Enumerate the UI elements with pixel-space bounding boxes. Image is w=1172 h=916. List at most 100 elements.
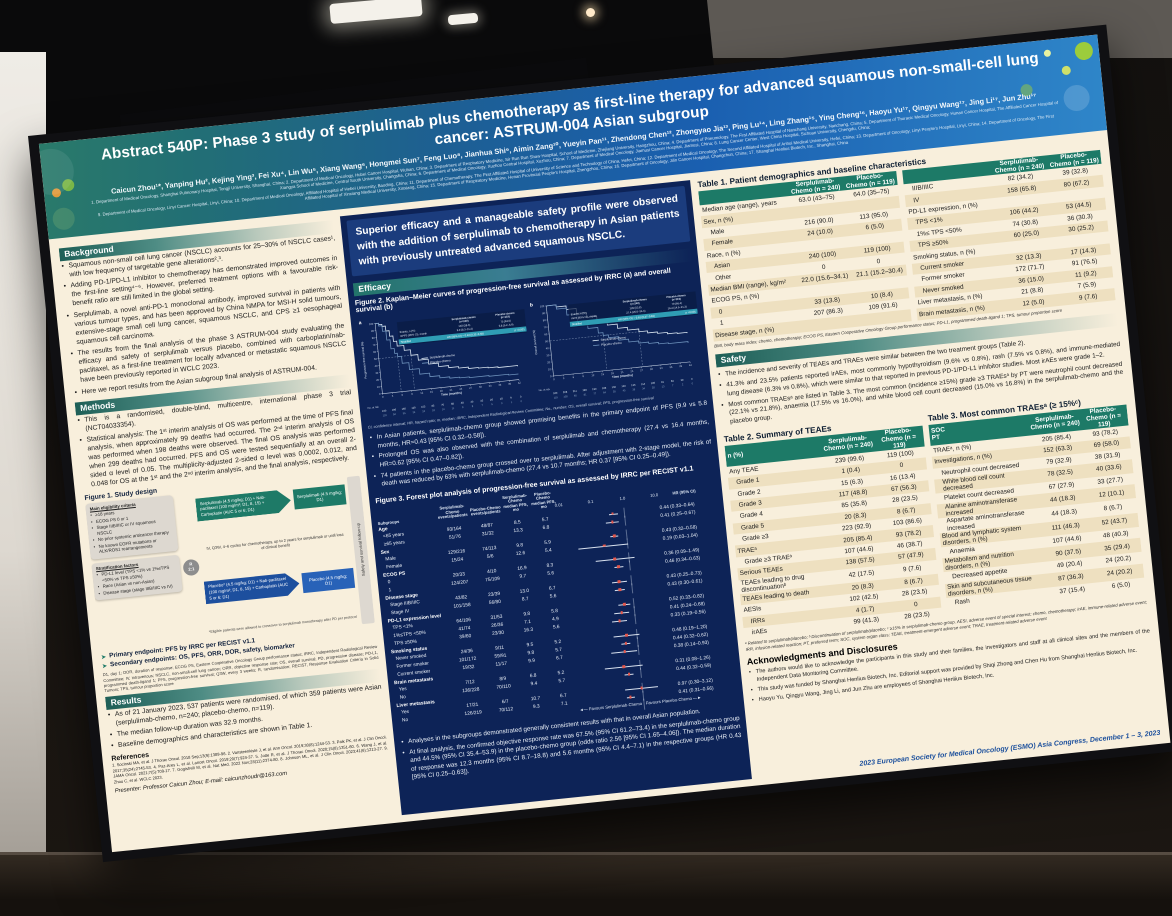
svg-text:140: 140 bbox=[621, 385, 626, 388]
svg-text:Events, n (%): Events, n (%) bbox=[571, 311, 587, 317]
svg-text:125: 125 bbox=[631, 384, 636, 387]
cell-value bbox=[802, 321, 858, 327]
km-panels: a 0 10 20 30 40 50 60 70 80 90 100 0 3 6 9 12 15 18 21 24 27 3… bbox=[356, 282, 705, 424]
forest-cell: 23/30 bbox=[491, 630, 505, 637]
svg-text:228: 228 bbox=[563, 391, 568, 394]
svg-text:129 (53.8): 129 (53.8) bbox=[629, 305, 641, 310]
spacer bbox=[492, 717, 523, 720]
svg-text:HR (95% CI) = 0.43 (0.32–0.58): HR (95% CI) = 0.43 (0.32–0.58) bbox=[447, 332, 484, 340]
svg-text:95: 95 bbox=[574, 395, 578, 398]
middle-column: Superior efficacy and a manageable safet… bbox=[339, 180, 752, 816]
cell-value bbox=[856, 281, 906, 286]
svg-text:140 (58.3): 140 (58.3) bbox=[458, 323, 470, 328]
cell-value bbox=[851, 236, 901, 241]
cell-value: 9 (7.6) bbox=[902, 564, 922, 574]
svg-text:100: 100 bbox=[369, 322, 374, 326]
hr-marker bbox=[617, 580, 621, 584]
forest-cell: 8.7 bbox=[521, 596, 529, 603]
svg-text:12: 12 bbox=[591, 373, 595, 377]
svg-text:24: 24 bbox=[630, 369, 634, 373]
arrow-icon: ➤ bbox=[101, 662, 108, 671]
svg-text:39: 39 bbox=[679, 364, 683, 368]
forest-cell: 70/110 bbox=[496, 684, 512, 691]
svg-text:45: 45 bbox=[623, 390, 627, 393]
svg-text:(n=240): (n=240) bbox=[459, 319, 469, 324]
spacer bbox=[524, 714, 550, 717]
axis-tick: 0.1 bbox=[587, 499, 594, 505]
forest-cell: 101/158 bbox=[453, 602, 472, 610]
svg-text:21: 21 bbox=[621, 370, 625, 374]
svg-text:24: 24 bbox=[459, 387, 463, 391]
svg-text:3: 3 bbox=[501, 402, 503, 405]
svg-text:30: 30 bbox=[375, 371, 379, 375]
svg-text:100: 100 bbox=[540, 304, 545, 308]
svg-text:p <0.001: p <0.001 bbox=[514, 327, 525, 332]
cell-value: 99 (41.3) bbox=[853, 616, 880, 626]
forest-cell: 39/60 bbox=[459, 634, 472, 641]
svg-text:114: 114 bbox=[641, 383, 646, 386]
arm-serplulimab-maintenance: Serplulimab (4.5 mg/kg; D1) bbox=[292, 484, 347, 510]
cell-value: 6 (5.0) bbox=[1111, 580, 1131, 590]
poster-body: Background Squamous non-small cell lung … bbox=[49, 130, 1171, 852]
svg-text:9: 9 bbox=[582, 374, 584, 378]
axis-tick: 1.0 bbox=[619, 495, 626, 502]
table-header-cell: n (%) bbox=[727, 450, 744, 460]
svg-text:30: 30 bbox=[650, 367, 654, 371]
svg-text:6: 6 bbox=[401, 393, 403, 397]
figure1-study-design: Main eligibility criteria ≥18 yearsECOG … bbox=[85, 475, 375, 652]
cell-value: 9 (7.6) bbox=[1078, 292, 1098, 302]
svg-text:196: 196 bbox=[392, 409, 397, 412]
forest-header-cell: Serplulimab-Chemo events/patients bbox=[437, 503, 468, 521]
forest-cell: 5.6 bbox=[547, 571, 555, 577]
table1-right: Serplulimab- Chemo (n = 240) Placebo- Che… bbox=[902, 149, 1116, 321]
svg-text:27: 27 bbox=[640, 368, 644, 372]
forest-header-cell: Serplulimab-Chemo median PFS, mo bbox=[501, 492, 528, 513]
arm-placebo: Placebo* (4.5 mg/kg; D1) + Nab-paclitaxe… bbox=[204, 566, 356, 604]
arrow-icon: ➤ bbox=[100, 653, 107, 662]
svg-text:75 (63.0): 75 (63.0) bbox=[500, 319, 511, 324]
arm-serplulimab: Serplulimab (4.5 mg/kg; D1) + Nab-paclit… bbox=[195, 483, 347, 521]
svg-text:8: 8 bbox=[472, 405, 474, 408]
svg-text:Overall survival (%): Overall survival (%) bbox=[532, 330, 539, 355]
cell-value: 12 (5.0) bbox=[1022, 297, 1045, 308]
randomisation-circle: R 2:1 bbox=[182, 558, 200, 577]
table3-block: Table 3. Most common TRAEsᵃ (≥ 15%ᶜ) SOC… bbox=[927, 392, 1146, 618]
svg-text:80: 80 bbox=[543, 318, 547, 322]
svg-text:30: 30 bbox=[479, 385, 483, 389]
svg-text:240: 240 bbox=[382, 410, 387, 413]
congress-footer: 2023 European Society for Medical Oncolo… bbox=[859, 729, 1161, 768]
forest-cell: 19/32 bbox=[462, 664, 475, 672]
svg-text:HR (95% CI) = 0.62 (0.47–0.82): HR (95% CI) = 0.62 (0.47–0.82) bbox=[618, 314, 655, 322]
svg-text:0: 0 bbox=[691, 378, 693, 381]
svg-text:Stratified: Stratified bbox=[572, 321, 583, 326]
svg-text:55: 55 bbox=[613, 391, 617, 394]
svg-text:Placebo-chemo: Placebo-chemo bbox=[666, 293, 686, 299]
svg-text:Stratified: Stratified bbox=[401, 339, 412, 344]
svg-text:mOS (95% CI), month: mOS (95% CI), month bbox=[571, 314, 597, 321]
svg-text:18: 18 bbox=[440, 389, 444, 393]
svg-text:12: 12 bbox=[420, 391, 424, 395]
svg-text:33: 33 bbox=[488, 384, 492, 388]
hr-marker bbox=[612, 557, 616, 561]
spacer bbox=[399, 724, 457, 730]
arm-placebo-maintenance: Placebo (4.5 mg/kg; D1) bbox=[301, 567, 356, 594]
svg-text:Serplulimab-chemo: Serplulimab-chemo bbox=[601, 336, 627, 343]
forest-cell: 11/17 bbox=[495, 661, 508, 668]
background-bullets: Squamous non-small cell lung cancer (NSC… bbox=[60, 235, 348, 398]
figure1-arms: Serplulimab (4.5 mg/kg; D1) + Nab-paclit… bbox=[195, 477, 359, 640]
forest-cell: 56/80 bbox=[488, 599, 502, 606]
hr-marker bbox=[621, 665, 625, 669]
hr-marker bbox=[623, 650, 627, 654]
axis-tick: 0.01 bbox=[554, 502, 563, 509]
svg-text:(n=240): (n=240) bbox=[630, 301, 640, 306]
cell-value: 24 (20.2) bbox=[1106, 567, 1133, 578]
svg-text:0: 0 bbox=[553, 377, 555, 381]
forest-header-cell: Placebo-Chemo median PFS, mo bbox=[530, 489, 556, 510]
svg-text:1: 1 bbox=[511, 401, 513, 404]
svg-text:85: 85 bbox=[431, 405, 435, 408]
svg-text:40: 40 bbox=[471, 401, 475, 404]
svg-text:119: 119 bbox=[383, 414, 388, 417]
forest-cell: 6.7 bbox=[555, 655, 564, 662]
spacer bbox=[552, 711, 578, 714]
